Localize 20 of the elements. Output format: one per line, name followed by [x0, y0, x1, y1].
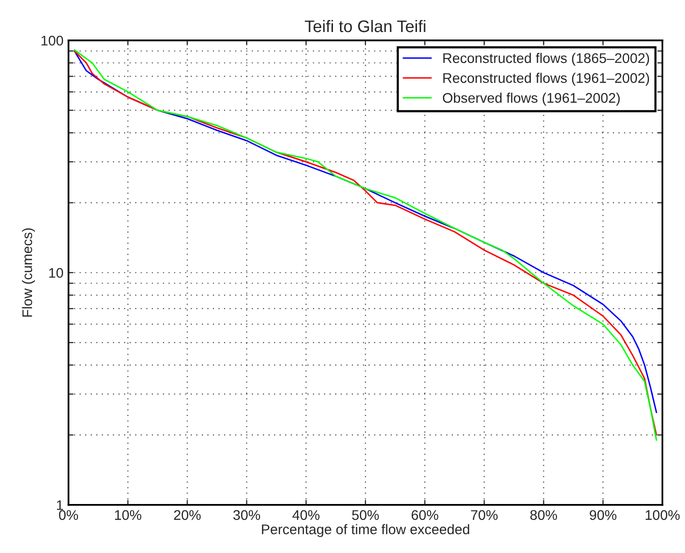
x-tick-label: 80% [530, 510, 558, 520]
x-tick-label: 50% [352, 510, 379, 520]
x-axis-title: Percentage of time flow exceeded [262, 524, 470, 538]
y-tick-label: 10 [49, 268, 64, 278]
legend-label: Reconstructed flows (1865–2002) [443, 52, 650, 66]
x-tick-label: 0% [59, 510, 78, 520]
legend-label: Reconstructed flows (1961–2002) [443, 72, 650, 86]
y-axis-title: Flow (cumecs) [22, 228, 35, 317]
x-tick-label: 100% [646, 510, 680, 520]
legend-label: Observed flows (1961–2002) [442, 92, 620, 106]
x-tick-label: 20% [174, 510, 201, 520]
x-tick-label: 30% [233, 510, 260, 520]
x-tick-label: 40% [292, 510, 320, 520]
x-tick-label: 60% [412, 510, 438, 520]
x-tick-label: 70% [471, 510, 498, 520]
y-tick-label: 1 [56, 500, 63, 510]
x-tick-label: 10% [115, 510, 142, 520]
y-tick-label: 100 [42, 36, 64, 46]
chart-title: Teifi to Glan Teifi [304, 20, 426, 32]
x-tick-label: 90% [590, 510, 616, 520]
